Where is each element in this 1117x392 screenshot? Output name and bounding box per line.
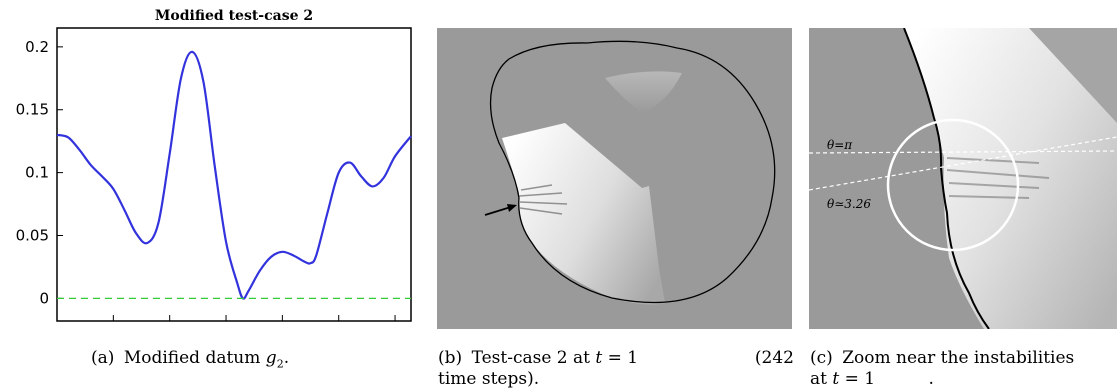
zoom-boundary <box>903 28 990 329</box>
caption-c: (c) Zoom near the instabilities at t = 1… <box>810 348 1117 390</box>
caption-b-line1: Test-case 2 at <box>471 348 590 368</box>
caption-b-num: (242 <box>754 348 794 368</box>
caption-a-end: . <box>283 348 290 368</box>
domain-view-panel <box>437 28 792 329</box>
x-tick-label: 5 <box>334 327 344 330</box>
y-tick-label: 0.1 <box>25 164 49 182</box>
zoom-dark-corner <box>1029 28 1117 123</box>
theta-pi-label: θ=π <box>827 138 853 152</box>
datum-curve <box>56 50 412 300</box>
y-tick-label: 0.05 <box>16 226 49 244</box>
domain-boundary <box>489 40 776 304</box>
instability-stripes <box>518 184 568 215</box>
x-tick-label: 1 <box>109 327 119 330</box>
caption-a: (a) Modified datum g2. <box>91 348 289 374</box>
x-tick-label: 0 <box>52 327 62 330</box>
chart-modified-datum: Modified test-case 2 0 0.05 0.1 0.15 0.2 0 1 2… <box>16 8 412 330</box>
x-tick-label: 6 <box>390 327 400 330</box>
top-shaded-region <box>605 71 682 113</box>
arrow-icon <box>484 204 517 216</box>
caption-c-var: t <box>832 369 840 389</box>
caption-a-label: (a) <box>91 348 115 368</box>
caption-b: (b) Test-case 2 at t = 1 (242 time steps… <box>438 348 794 390</box>
caption-a-var: g <box>265 348 277 368</box>
x-tick-label: 2 <box>165 327 175 330</box>
caption-a-text: Modified datum <box>123 348 261 368</box>
bright-region <box>502 123 665 305</box>
caption-b-var: t <box>595 348 603 368</box>
zoom-view-panel: θ=π θ≃3.26 <box>809 28 1117 329</box>
x-tick-label: 3 <box>221 327 231 330</box>
caption-c-line1: Zoom near the instabilities <box>842 348 1075 368</box>
theta-pi-line <box>809 150 1117 154</box>
caption-a-sub: 2 <box>276 357 284 371</box>
x-axis: 0 1 2 3 4 5 6 <box>52 315 400 330</box>
zoom-circle <box>886 118 1020 252</box>
caption-b-line2: time steps). <box>438 369 540 389</box>
chart-series <box>56 50 412 300</box>
theta-326-line <box>809 136 1117 191</box>
y-tick-label: 0.15 <box>16 101 49 119</box>
zoom-bright-region <box>904 28 1117 329</box>
caption-b-eq: = 1 <box>607 348 639 368</box>
caption-b-label: (b) <box>438 348 463 368</box>
chart-title: Modified test-case 2 <box>155 8 313 24</box>
y-axis: 0 0.05 0.1 0.15 0.2 <box>16 38 63 307</box>
caption-c-end: . <box>928 369 934 389</box>
y-tick-label: 0.2 <box>25 38 49 56</box>
x-tick-label: 4 <box>278 327 288 330</box>
y-tick-label: 0 <box>39 289 49 307</box>
caption-c-label: (c) <box>810 348 833 368</box>
caption-c-eq: = 1 <box>844 369 876 389</box>
caption-c-line2a: at <box>810 369 827 389</box>
theta-326-label: θ≃3.26 <box>827 197 871 211</box>
plot-frame <box>56 27 412 322</box>
